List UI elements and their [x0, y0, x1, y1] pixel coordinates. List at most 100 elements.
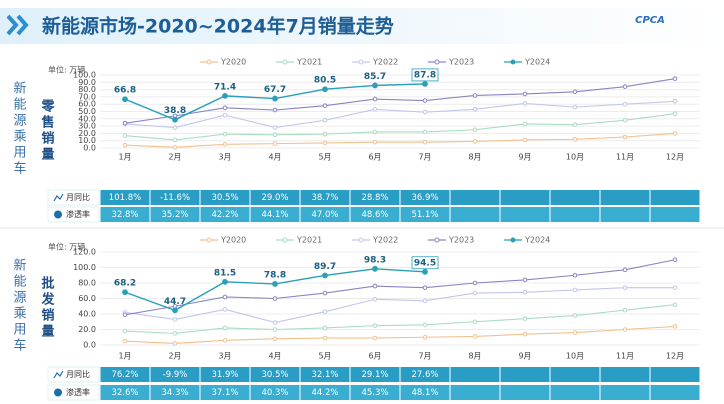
legend-marker — [282, 59, 288, 65]
data-point — [572, 89, 578, 95]
data-point — [572, 313, 578, 318]
series-line — [124, 304, 676, 334]
table-value: 31.9% — [211, 370, 238, 380]
table-cell — [650, 207, 700, 222]
data-point — [372, 283, 378, 289]
data-point — [622, 117, 628, 123]
data-label: 78.8 — [264, 270, 286, 280]
data-point — [122, 120, 128, 126]
data-point — [422, 139, 428, 145]
data-point — [522, 290, 528, 295]
data-label: 44.7 — [164, 297, 186, 307]
series-line — [124, 113, 676, 141]
data-point — [372, 323, 378, 328]
table-cell — [250, 385, 300, 400]
data-label: 87.8 — [414, 70, 436, 80]
y-tick-label: 120.0 — [73, 248, 96, 257]
y-tick-label: 10.0 — [78, 136, 96, 145]
data-point — [622, 307, 628, 313]
data-label: 81.5 — [214, 268, 236, 278]
table-value: 29.1% — [361, 370, 388, 380]
x-tick-label: 2月 — [168, 352, 181, 361]
data-point — [122, 133, 128, 138]
y-tick-label: 0.0 — [83, 341, 96, 350]
data-point — [622, 101, 628, 107]
x-tick-label: 7月 — [418, 352, 431, 361]
x-tick-label: 7月 — [418, 153, 431, 162]
table-cell — [100, 385, 150, 400]
x-tick-label: 2月 — [168, 153, 181, 162]
data-point — [572, 272, 578, 278]
legend-label: Y2020 — [220, 58, 246, 67]
y-tick-label: 40.0 — [78, 114, 96, 123]
data-point — [422, 129, 428, 135]
data-label: 67.7 — [264, 85, 286, 95]
y-tick-label: 90.0 — [78, 78, 96, 87]
table-value: 101.8% — [109, 193, 141, 203]
unit-label: 单位: 万辆 — [48, 242, 85, 252]
x-tick-label: 6月 — [368, 352, 381, 361]
data-point — [522, 316, 528, 321]
x-tick-label: 3月 — [218, 352, 231, 361]
table-value: 32.1% — [311, 370, 338, 380]
table-cell — [300, 367, 350, 382]
table-row-label: 渗透率 — [66, 387, 90, 397]
legend-marker — [434, 59, 440, 65]
data-label: 38.8 — [164, 106, 186, 116]
y-tick-label: 60.0 — [78, 100, 96, 109]
data-point — [322, 140, 328, 146]
table-cell — [100, 367, 150, 382]
table-value: 36.9% — [411, 193, 438, 203]
data-point — [522, 101, 528, 106]
table-cell — [350, 190, 400, 205]
data-point — [222, 307, 228, 312]
series-line — [124, 287, 675, 324]
data-point — [322, 117, 328, 123]
data-point — [522, 331, 528, 337]
table-cell — [100, 190, 150, 205]
table-value: 30.5% — [211, 193, 238, 203]
legend-label: Y2024 — [524, 236, 550, 245]
data-label: 98.3 — [364, 255, 386, 265]
data-point — [372, 139, 378, 145]
label-box — [411, 256, 439, 270]
x-tick-label: 1月 — [118, 352, 131, 361]
data-point — [522, 137, 528, 143]
data-point — [422, 268, 428, 275]
table-value: 42.2% — [211, 210, 238, 220]
table-value: 28.8% — [361, 193, 388, 203]
icon-pie — [54, 388, 62, 397]
data-point — [572, 104, 578, 110]
table-cell — [500, 385, 550, 400]
data-point — [472, 334, 478, 339]
data-point — [322, 335, 328, 341]
data-point — [522, 121, 528, 127]
data-point — [122, 338, 128, 344]
header-chevrons — [6, 14, 29, 36]
data-point — [222, 294, 228, 300]
data-point — [272, 327, 278, 332]
data-point — [172, 307, 178, 314]
data-point — [372, 335, 378, 341]
data-point — [622, 267, 628, 273]
data-point — [122, 328, 128, 334]
legend-label: Y2024 — [524, 58, 550, 67]
data-point — [122, 142, 128, 148]
data-point — [322, 309, 328, 314]
table-value: 35.2% — [161, 210, 188, 220]
x-tick-label: 12月 — [666, 352, 684, 361]
data-label: 80.5 — [314, 76, 336, 86]
legend-marker — [434, 237, 440, 243]
table-cell — [600, 385, 650, 400]
table-cell — [200, 367, 250, 382]
data-point — [322, 290, 328, 296]
table-label-cell — [47, 206, 100, 223]
series-line — [124, 325, 676, 345]
data-point — [222, 112, 228, 118]
x-tick-label: 11月 — [616, 352, 634, 361]
data-point — [522, 277, 528, 283]
x-tick-label: 9月 — [518, 153, 531, 162]
data-point — [222, 105, 228, 111]
side-label: 新能源乘用车 — [11, 257, 27, 354]
table-cell — [550, 190, 600, 205]
